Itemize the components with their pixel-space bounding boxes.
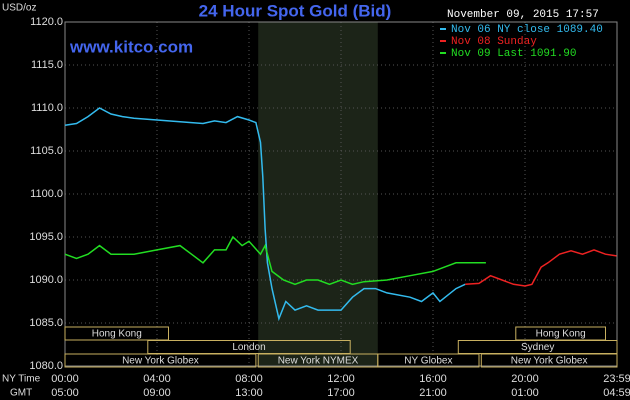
x-tick-label: 08:00 <box>235 373 263 385</box>
x-tick-label-gmt: 05:00 <box>51 387 79 399</box>
legend-label: Nov 06 NY close 1089.40 <box>451 24 603 36</box>
session-bar <box>64 353 257 368</box>
y-tick-label: 1120.0 <box>30 16 63 28</box>
session-label: Sydney <box>521 342 554 353</box>
source: www.kitco.com <box>69 37 193 56</box>
x-row-label: GMT <box>10 388 32 399</box>
y-tick-label: 1085.0 <box>29 317 63 329</box>
session-bar <box>64 326 169 341</box>
x-tick-label-gmt: 09:00 <box>143 387 171 399</box>
x-tick-label: 23:59 <box>603 373 630 385</box>
session-label: New York Globex <box>511 356 588 367</box>
y-tick-label: 1090.0 <box>29 274 63 286</box>
x-tick-label: 12:00 <box>327 373 355 385</box>
y-tick-label: 1080.0 <box>29 360 63 372</box>
y-tick-label: 1105.0 <box>30 145 63 157</box>
price-line <box>64 107 466 322</box>
session-label: New York Globex <box>122 356 199 367</box>
chart-title: 24 Hour Spot Gold (Bid) <box>199 1 392 20</box>
x-tick-label-gmt: 01:00 <box>511 387 539 399</box>
legend-label: Nov 08 Sunday <box>451 36 537 48</box>
session-bar <box>480 353 618 368</box>
price-line <box>64 235 486 286</box>
x-tick-label: 04:00 <box>143 373 171 385</box>
x-tick-label: 16:00 <box>419 373 447 385</box>
price-line <box>465 249 617 287</box>
y-tick-label: 1095.0 <box>29 231 63 243</box>
timestamp: November 09, 2015 17:57 <box>447 9 599 21</box>
session-label: Hong Kong <box>536 329 586 340</box>
session-bar <box>377 353 480 368</box>
session-label: London <box>232 342 265 353</box>
y-tick-label: 1115.0 <box>31 59 63 71</box>
session-label: NY Globex <box>404 356 452 367</box>
session-label: New York NYMEX <box>278 356 359 367</box>
session-label: Hong Kong <box>92 329 142 340</box>
y-tick-label: 1100.0 <box>30 188 63 200</box>
x-tick-label-gmt: 17:00 <box>327 387 355 399</box>
x-tick-label-gmt: 04:59 <box>603 387 630 399</box>
x-tick-label-gmt: 13:00 <box>235 387 263 399</box>
legend-label: Nov 09 Last 1091.90 <box>451 48 576 60</box>
plot-border <box>64 21 618 367</box>
x-tick-label-gmt: 21:00 <box>419 387 447 399</box>
y-tick-label: 1110.0 <box>31 102 63 114</box>
x-tick-label: 20:00 <box>511 373 539 385</box>
x-tick-label: 00:00 <box>51 373 79 385</box>
x-row-label: NY Time <box>2 374 41 385</box>
y-axis-label: USD/oz <box>2 3 36 14</box>
